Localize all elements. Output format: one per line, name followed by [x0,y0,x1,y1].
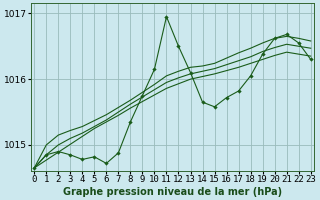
X-axis label: Graphe pression niveau de la mer (hPa): Graphe pression niveau de la mer (hPa) [63,187,282,197]
